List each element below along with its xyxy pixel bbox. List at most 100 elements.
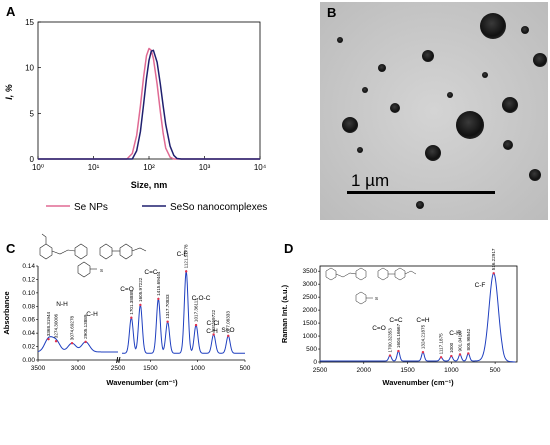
- scale-bar-label: 1 µm: [351, 171, 389, 190]
- tem-particle: [533, 53, 547, 67]
- c-x-tick-label: 3000: [71, 365, 86, 372]
- d-group-label: C-H: [449, 330, 461, 337]
- tem-particle: [378, 64, 386, 72]
- plot-d-y-ticks: 0 500 1000 1500 2000 2500 3000 3500: [303, 268, 320, 366]
- plot-c-y-label: Absorbance: [2, 291, 11, 334]
- c-y-tick-label: 0.12: [22, 276, 35, 283]
- d-x-tick-label: 1500: [400, 367, 415, 374]
- tem-particle: [480, 13, 506, 39]
- tem-particle: [447, 92, 453, 98]
- d-peak-label: 1700.32353: [388, 328, 393, 353]
- a-x-tick-label: 10¹: [88, 163, 100, 172]
- plot-c-x-ticks: 3500 3000 2500 1500 1000 500: [31, 360, 251, 372]
- molecule-structure-d: [325, 267, 417, 305]
- tem-particle: [529, 169, 541, 181]
- d-peak-marker: [439, 356, 443, 359]
- plot-d-peak-labels: 1700.32353 1604.16667 1324.21875 1117.1875 1…: [388, 248, 496, 359]
- c-peak-label: 2905.13889: [83, 314, 88, 339]
- c-peak-marker: [184, 270, 188, 273]
- d-spectrum-line: [320, 272, 516, 363]
- c-peak-label: 3074.69278: [70, 315, 75, 340]
- c-peak-label: 3274.30006: [54, 313, 59, 338]
- plot-a-legend: Se NPs SeSo nanocomplexes: [46, 202, 267, 213]
- tem-particle: [390, 103, 400, 113]
- plot-c-axis-break: //: [116, 356, 121, 365]
- plot-a-y-label: I, %: [4, 84, 14, 100]
- d-y-tick-label: 1000: [303, 333, 318, 340]
- scale-bar: [347, 191, 495, 194]
- tem-particle: [337, 37, 343, 43]
- panel-d: D S 0 500 1000 1500 2000 2500 3000 3500 2500 200…: [280, 241, 518, 387]
- c-spectrum-left: [37, 336, 118, 353]
- d-x-tick-label: 2000: [357, 367, 372, 374]
- a-x-tick-label: 10³: [199, 163, 211, 172]
- a-x-tick-label: 10⁰: [32, 163, 44, 172]
- c-peak-label: 677.08333: [226, 311, 231, 333]
- d-peak-marker: [388, 354, 392, 357]
- panel-letter-d: D: [284, 241, 293, 256]
- tem-particle: [362, 87, 368, 93]
- tem-particle: [503, 140, 513, 150]
- a-x-tick-label: 10⁴: [254, 163, 267, 172]
- d-y-tick-label: 500: [306, 346, 317, 353]
- d-group-label: C-F: [475, 282, 486, 289]
- series-se-nps: [38, 47, 260, 160]
- c-peak-label: 1121.52778: [184, 244, 189, 268]
- d-group-label: C=O: [372, 325, 386, 332]
- plot-c-spectrum: [37, 269, 245, 354]
- plot-c-peak-labels: 3368.31944 3274.30006 3074.69278 2905.13889…: [46, 244, 231, 345]
- c-group-label: C=O: [120, 286, 134, 293]
- plot-a-y-ticks: 0 5 10 15: [25, 18, 41, 164]
- c-peak-marker: [194, 323, 198, 327]
- c-peak-label: 1017.36111: [194, 298, 199, 322]
- c-group-label: C-H: [206, 328, 218, 335]
- c-x-tick-label: 1000: [190, 365, 205, 372]
- c-peak-label: 1415.69444: [156, 271, 161, 296]
- tem-particle: [342, 117, 358, 133]
- c-group-label: C-H: [86, 311, 98, 318]
- d-y-tick-label: 3000: [303, 281, 318, 288]
- plot-a-x-label: Size, nm: [131, 180, 168, 190]
- d-peak-label: 901.04167: [457, 329, 462, 351]
- c-y-tick-label: 0.10: [22, 290, 35, 297]
- c-group-label: N-H: [56, 301, 68, 308]
- d-peak-marker: [458, 353, 462, 356]
- a-y-tick-label: 15: [25, 18, 34, 27]
- c-group-label: C-F: [177, 251, 188, 258]
- c-group-label: S=O: [221, 327, 234, 334]
- panel-a: A 0 5 10 15 10⁰ 10¹ 10² 10³ 10⁴ Size, nm I, % S…: [4, 4, 267, 213]
- d-x-tick-label: 1000: [444, 367, 459, 374]
- c-peak-marker: [166, 320, 169, 323]
- d-y-tick-label: 2000: [303, 307, 318, 314]
- d-x-tick-label: 500: [490, 367, 501, 374]
- a-y-tick-label: 10: [25, 64, 34, 73]
- tem-particle: [456, 111, 484, 139]
- d-peak-label: 1000: [449, 342, 454, 353]
- plot-c-x-label: Wavenumber (cm⁻¹): [106, 378, 178, 387]
- c-group-label: C-Cl: [207, 320, 221, 327]
- c-y-tick-label: 0.02: [22, 344, 35, 351]
- molecule-reagent-c: S: [100, 268, 103, 273]
- c-peak-marker: [70, 342, 74, 345]
- c-peak-label: 1605.97222: [138, 277, 143, 302]
- panel-letter-b: B: [327, 5, 336, 20]
- plot-a-frame: [37, 21, 261, 160]
- d-group-label: C=C: [389, 317, 402, 324]
- c-group-label: C-O-C: [192, 295, 211, 302]
- c-peak-marker: [47, 337, 50, 341]
- tem-particle: [357, 147, 363, 153]
- d-y-tick-label: 3500: [303, 268, 318, 275]
- c-x-tick-label: 3500: [31, 365, 46, 372]
- tem-particle: [422, 50, 434, 62]
- d-peak-marker: [467, 352, 470, 355]
- c-peak-marker: [139, 303, 142, 307]
- d-peak-label: 805.98542: [466, 328, 471, 350]
- series-seso-nanocomplexes: [38, 49, 260, 160]
- tem-particles: [337, 13, 547, 209]
- d-peak-label: 1324.21875: [420, 324, 425, 349]
- c-spectrum-right: [121, 269, 245, 354]
- d-peak-label: 1117.1875: [439, 333, 444, 354]
- plot-a-series: [38, 47, 260, 160]
- d-peak-label: 1604.16667: [396, 323, 401, 348]
